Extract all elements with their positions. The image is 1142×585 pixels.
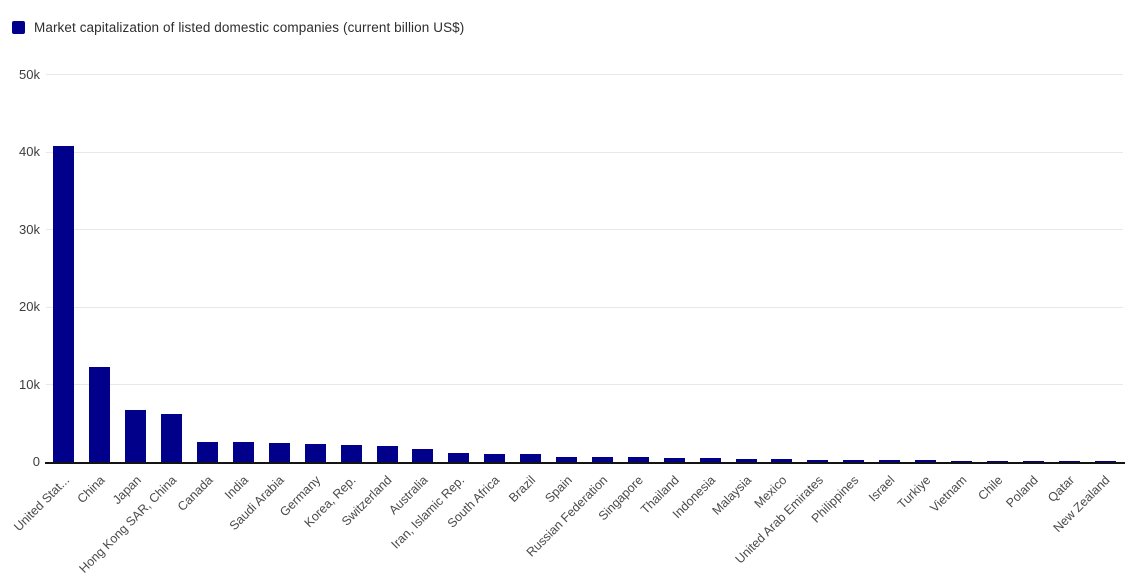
legend-label: Market capitalization of listed domestic… [34,20,465,35]
bar-united-arab-emirates[interactable] [807,459,829,462]
bar-germany[interactable] [304,444,326,462]
bar-qatar[interactable] [1058,460,1080,462]
bar-spain[interactable] [556,456,578,462]
bar-japan[interactable] [125,409,147,462]
x-tick-label-israel: Israel [866,473,898,505]
legend-item[interactable]: Market capitalization of listed domestic… [12,20,464,35]
bar-poland[interactable] [1022,460,1044,462]
bar-thailand[interactable] [663,457,685,462]
x-tick-label-china: China [74,473,108,507]
y-tick-label-20k: 20k [19,299,40,314]
x-tick-label-brazil: Brazil [506,473,539,506]
bar-india[interactable] [232,441,254,462]
bar-turkiye[interactable] [915,460,937,462]
gridline-50k [46,74,1123,75]
y-tick-label-40k: 40k [19,144,40,159]
bar-new-zealand[interactable] [1094,460,1116,462]
x-tick-label-united-stat: United Stat... [10,473,72,534]
bar-singapore[interactable] [627,456,649,462]
bar-china[interactable] [89,367,111,462]
x-tick-label-chile: Chile [975,473,1006,504]
bar-iran-islamic-rep[interactable] [448,452,470,462]
gridline-40k [46,151,1123,153]
legend-swatch-icon [12,21,25,34]
bar-philippines[interactable] [843,459,865,462]
x-tick-label-poland: Poland [1003,473,1042,511]
x-tick-label-vietnam: Vietnam [927,473,970,516]
bar-switzerland[interactable] [376,446,398,462]
x-axis-line [45,462,1125,464]
bar-indonesia[interactable] [699,458,721,462]
y-tick-label-50k: 50k [19,66,40,82]
gridline-30k [46,229,1123,230]
x-tick-label-india: India [222,473,252,503]
y-tick-label-0: 0 [32,454,40,469]
x-tick-label-spain: Spain [541,473,575,506]
bar-korea-rep[interactable] [340,445,362,462]
bar-hong-kong-sar-china[interactable] [161,414,183,462]
y-tick-label-10k: 10k [19,376,40,392]
gridline-10k [46,384,1123,385]
bar-canada[interactable] [197,441,219,462]
bar-saudi-arabia[interactable] [268,443,290,462]
x-tick-label-qatar: Qatar [1045,473,1078,506]
bar-united-stat[interactable] [53,146,75,462]
bar-brazil[interactable] [520,454,542,462]
bar-malaysia[interactable] [735,458,757,462]
bar-israel[interactable] [879,460,901,462]
gridline-20k [46,306,1123,308]
bar-russian-federation[interactable] [591,456,613,462]
bar-mexico[interactable] [771,458,793,462]
x-tick-label-canada: Canada [174,473,216,514]
bar-australia[interactable] [412,448,434,462]
bar-south-africa[interactable] [484,453,506,462]
bar-vietnam[interactable] [950,460,972,462]
bar-chile[interactable] [986,460,1008,462]
y-tick-label-30k: 30k [19,221,40,237]
